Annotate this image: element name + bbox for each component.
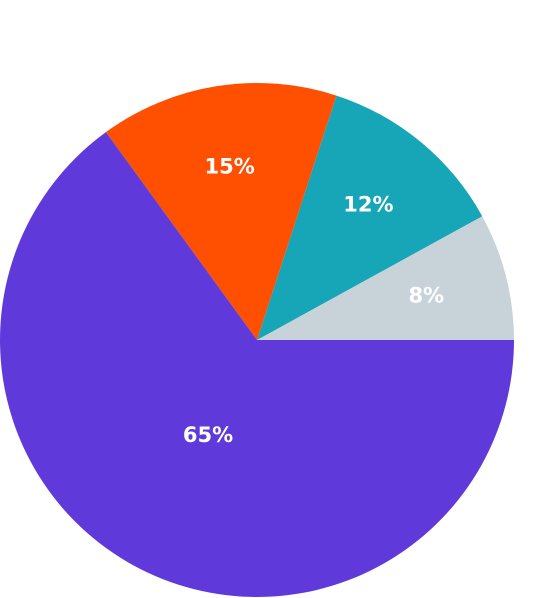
value-label: 15%: [205, 154, 255, 178]
value-label: 12%: [343, 192, 393, 216]
value-label: 8%: [408, 284, 444, 308]
pie-slice: [0, 132, 514, 597]
value-label: 65%: [183, 423, 233, 447]
pie-slice: [257, 95, 483, 340]
pie-slice: [105, 83, 337, 340]
pie-slice: [257, 216, 514, 340]
